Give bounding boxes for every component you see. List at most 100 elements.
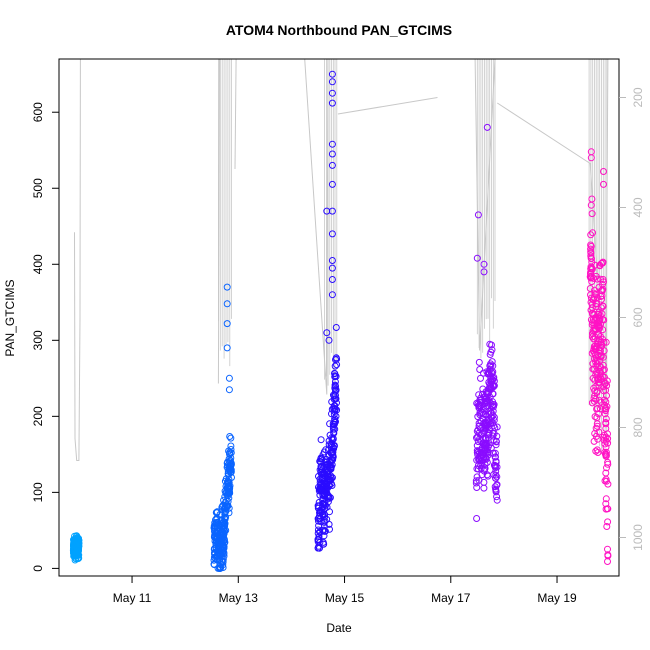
data-point: [590, 335, 598, 343]
data-point: [588, 300, 596, 308]
x-tick-label: May 15: [325, 591, 365, 605]
x-tick-label: May 17: [431, 591, 471, 605]
data-point: [227, 454, 235, 462]
data-point: [320, 448, 328, 456]
data-point: [492, 441, 500, 449]
data-point: [595, 316, 603, 324]
y-tick-label: 400: [31, 254, 45, 274]
data-point: [491, 483, 499, 491]
data-point: [593, 360, 601, 368]
data-point: [489, 449, 497, 457]
data-point: [331, 372, 339, 380]
data-point: [602, 398, 610, 406]
data-point: [593, 293, 601, 301]
data-point: [602, 495, 610, 503]
data-point: [328, 70, 336, 78]
data-point: [213, 514, 221, 522]
y2-tick-label: 400: [631, 197, 645, 217]
data-point: [492, 474, 499, 482]
data-point: [480, 260, 488, 268]
data-point: [590, 397, 598, 405]
data-point: [473, 447, 481, 455]
data-point: [315, 522, 323, 530]
data-point: [597, 351, 605, 359]
data-point: [480, 484, 488, 492]
y-tick-label: 200: [31, 406, 45, 426]
data-point: [586, 273, 594, 281]
data-point: [331, 419, 339, 426]
data-point: [228, 474, 235, 481]
data-point: [591, 286, 599, 294]
data-point: [487, 384, 495, 392]
y-tick-label: 600: [31, 102, 45, 122]
data-point: [488, 346, 496, 354]
data-point: [588, 399, 596, 407]
altitude-line: [275, 58, 329, 395]
x-tick-label: May 19: [537, 591, 577, 605]
data-point: [602, 443, 610, 451]
data-point: [473, 473, 481, 481]
data-point: [212, 516, 219, 524]
y-tick-label: 100: [31, 482, 45, 502]
data-point: [596, 261, 604, 269]
data-point: [489, 401, 497, 408]
data-point: [604, 518, 612, 526]
data-point: [72, 554, 80, 562]
data-point: [602, 420, 610, 428]
data-point: [328, 257, 336, 264]
data-point: [329, 448, 337, 456]
data-point: [222, 482, 230, 490]
data-point: [492, 488, 500, 496]
data-point: [219, 547, 226, 555]
data-point: [325, 493, 333, 501]
data-point: [332, 354, 340, 362]
data-point: [323, 489, 331, 497]
data-point: [320, 532, 328, 540]
data-point: [473, 442, 481, 450]
data-point: [218, 549, 226, 557]
data-point: [595, 331, 603, 339]
data-point: [216, 564, 224, 572]
data-point: [599, 302, 607, 310]
data-point: [325, 467, 333, 475]
data-point: [473, 515, 481, 522]
data-point: [328, 150, 336, 158]
data-point: [588, 255, 595, 263]
data-point: [602, 425, 610, 432]
data-point: [476, 396, 484, 404]
y-tick-label: 300: [31, 330, 45, 350]
altitude-line-layer: [74, 58, 609, 461]
data-point: [480, 410, 487, 418]
data-point: [225, 447, 233, 455]
data-point: [587, 272, 595, 280]
y2-tick-label: 800: [631, 417, 645, 437]
data-point: [476, 366, 484, 373]
data-point: [473, 254, 481, 262]
data-point: [473, 427, 481, 435]
data-point: [331, 425, 339, 433]
data-point: [318, 481, 326, 489]
data-point: [591, 387, 599, 395]
axes-layer: May 11 May 13 May 15 May 17 May 19 0 100 200 300…: [31, 87, 645, 605]
data-point: [473, 484, 481, 491]
data-point: [225, 483, 233, 491]
data-point: [330, 391, 337, 399]
data-point: [227, 434, 235, 442]
data-point: [492, 467, 500, 475]
data-point: [223, 344, 231, 352]
data-point: [318, 510, 326, 518]
data-point: [485, 369, 493, 377]
data-point: [328, 291, 336, 299]
data-point: [321, 527, 329, 535]
data-point: [592, 383, 600, 391]
y-tick-label: 0: [31, 565, 45, 572]
data-point: [476, 409, 484, 417]
y-tick-label: 500: [31, 178, 45, 198]
data-point: [597, 287, 605, 295]
data-point: [219, 555, 227, 563]
y2-tick-label: 1000: [631, 524, 645, 551]
data-point: [226, 482, 234, 490]
data-point: [587, 154, 595, 162]
data-point: [492, 471, 500, 479]
data-point: [493, 496, 501, 504]
